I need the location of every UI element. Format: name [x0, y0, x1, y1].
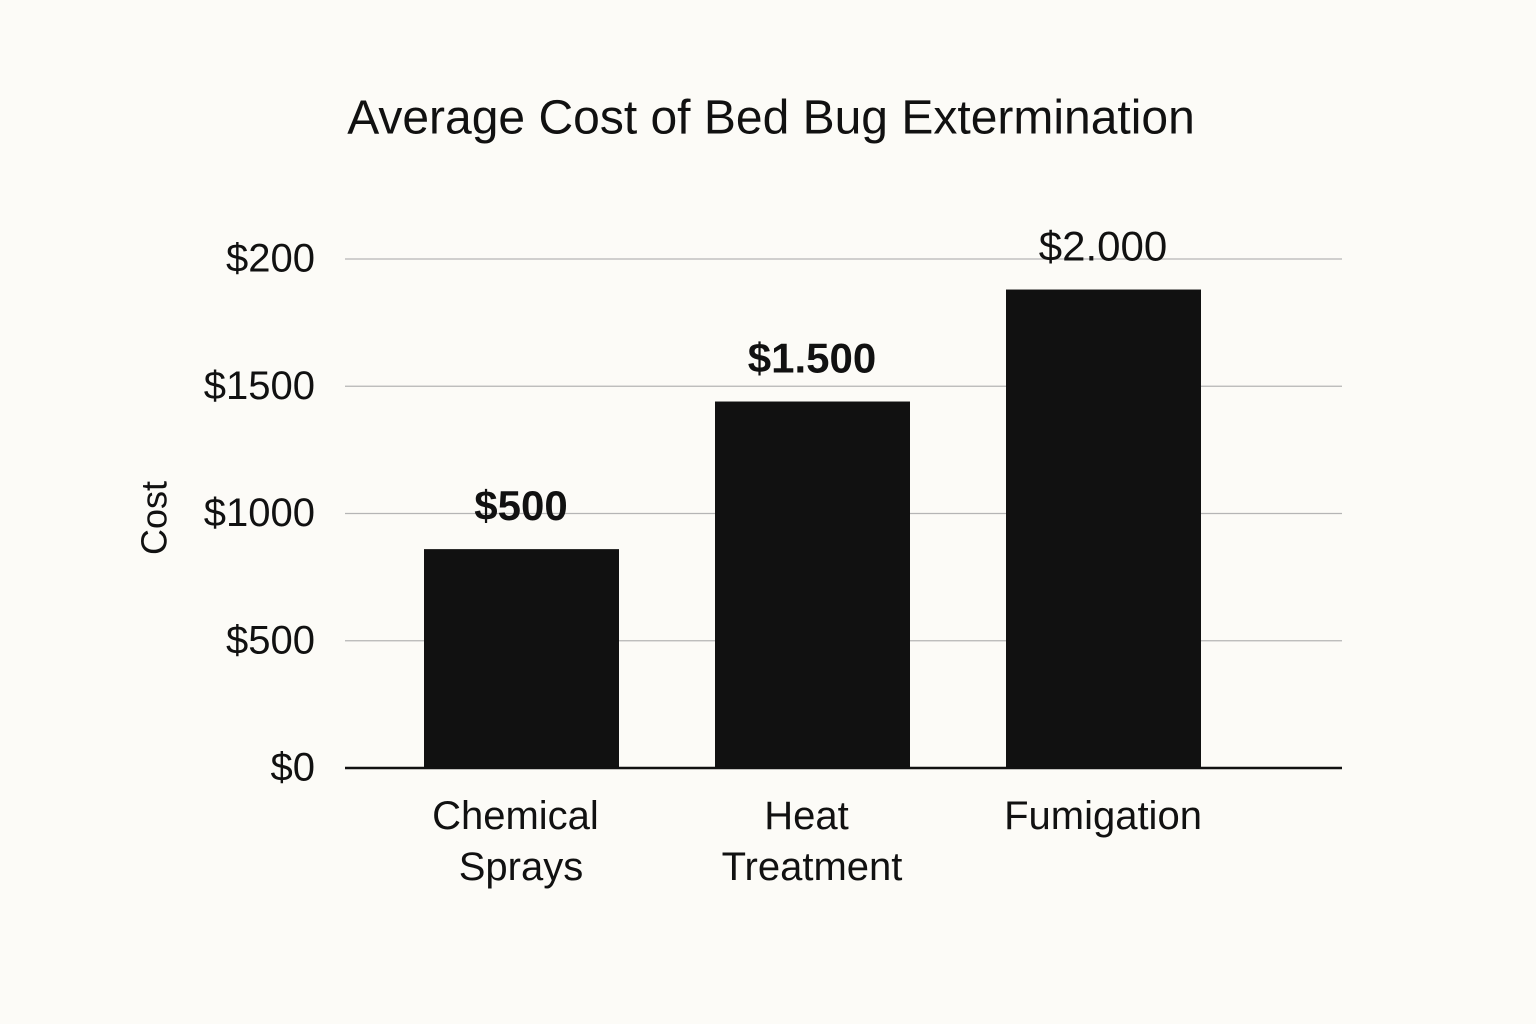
x-tick-label: Chemical Sprays — [432, 794, 610, 889]
x-tick-label-line: Heat — [764, 794, 860, 838]
value-label: $1.500 — [748, 335, 876, 382]
bar — [424, 549, 619, 768]
x-tick-label-line: Treatment — [722, 845, 903, 889]
y-tick-label: $200 — [226, 237, 315, 281]
y-tick-label: $0 — [271, 746, 316, 790]
x-tick-label: Heat Treatment — [722, 794, 903, 889]
x-tick-label-line: Fumigation — [1004, 794, 1202, 838]
x-tick-label: Fumigation — [1004, 794, 1202, 838]
x-tick-label-line: Sprays — [459, 845, 584, 889]
chart-title: Average Cost of Bed Bug Extermination — [347, 92, 1195, 145]
bar — [1006, 289, 1201, 768]
y-tick-label: $1000 — [204, 491, 315, 535]
bar — [715, 401, 910, 768]
value-label: $2.000 — [1039, 223, 1167, 270]
x-tick-label-line: Chemical — [432, 794, 610, 838]
y-tick-label: $1500 — [204, 364, 315, 408]
y-tick-label: $500 — [226, 618, 315, 662]
y-axis-label: Cost — [134, 481, 175, 555]
value-label: $500 — [474, 482, 567, 529]
